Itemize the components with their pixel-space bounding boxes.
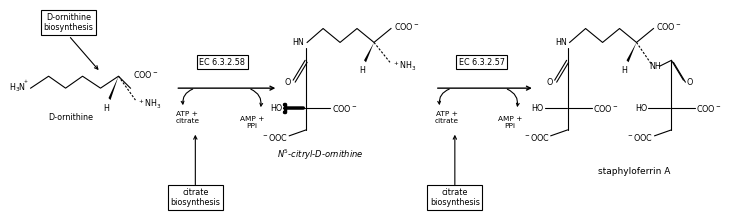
Text: $^+\mathsf{NH_3}$: $^+\mathsf{NH_3}$: [392, 60, 417, 73]
Text: COO$^-$: COO$^-$: [696, 103, 722, 113]
Text: HN: HN: [292, 38, 304, 47]
Text: citrate
biosynthesis: citrate biosynthesis: [170, 188, 220, 207]
Text: O: O: [686, 78, 693, 87]
Polygon shape: [364, 42, 374, 62]
Text: $^+\mathsf{NH_3}$: $^+\mathsf{NH_3}$: [138, 97, 162, 111]
Text: EC 6.3.2.57: EC 6.3.2.57: [459, 58, 504, 67]
Text: AMP +
PPi: AMP + PPi: [498, 116, 522, 129]
Text: HO: HO: [270, 103, 282, 113]
Text: D-ornithine: D-ornithine: [48, 113, 93, 123]
Text: COO$^-$: COO$^-$: [592, 103, 618, 113]
Text: $\mathsf{H_3N}$: $\mathsf{H_3N}$: [9, 82, 26, 94]
Text: citrate
biosynthesis: citrate biosynthesis: [430, 188, 480, 207]
Text: staphyloferrin A: staphyloferrin A: [598, 167, 670, 176]
Text: NH: NH: [650, 62, 661, 71]
Text: ATP +
citrate: ATP + citrate: [176, 111, 199, 125]
Text: $^-$OOC: $^-$OOC: [626, 132, 653, 143]
Text: H: H: [103, 104, 109, 113]
Text: $^-$OOC: $^-$OOC: [261, 132, 288, 143]
Text: O: O: [285, 78, 292, 87]
Text: D-ornithine
biosynthesis: D-ornithine biosynthesis: [44, 13, 94, 32]
Text: ATP +
citrate: ATP + citrate: [434, 111, 459, 125]
Text: AMP +
PPi: AMP + PPi: [240, 116, 264, 129]
Text: COO$^-$: COO$^-$: [394, 21, 420, 32]
Text: HO: HO: [635, 103, 647, 113]
Text: $N^5$-citryl-D-ornithine: $N^5$-citryl-D-ornithine: [277, 148, 363, 162]
Text: COO$^-$: COO$^-$: [656, 21, 682, 32]
Text: $^-$OOC: $^-$OOC: [523, 132, 550, 143]
Text: HO: HO: [531, 103, 544, 113]
Text: O: O: [547, 78, 553, 87]
Text: $^+$: $^+$: [22, 80, 29, 86]
Text: H: H: [621, 66, 627, 75]
Polygon shape: [626, 42, 637, 62]
Text: HN: HN: [555, 38, 567, 47]
Text: COO$^-$: COO$^-$: [133, 69, 159, 80]
Polygon shape: [109, 76, 118, 100]
Text: COO$^-$: COO$^-$: [332, 103, 358, 113]
Text: EC 6.3.2.58: EC 6.3.2.58: [199, 58, 246, 67]
Text: H: H: [359, 66, 365, 75]
